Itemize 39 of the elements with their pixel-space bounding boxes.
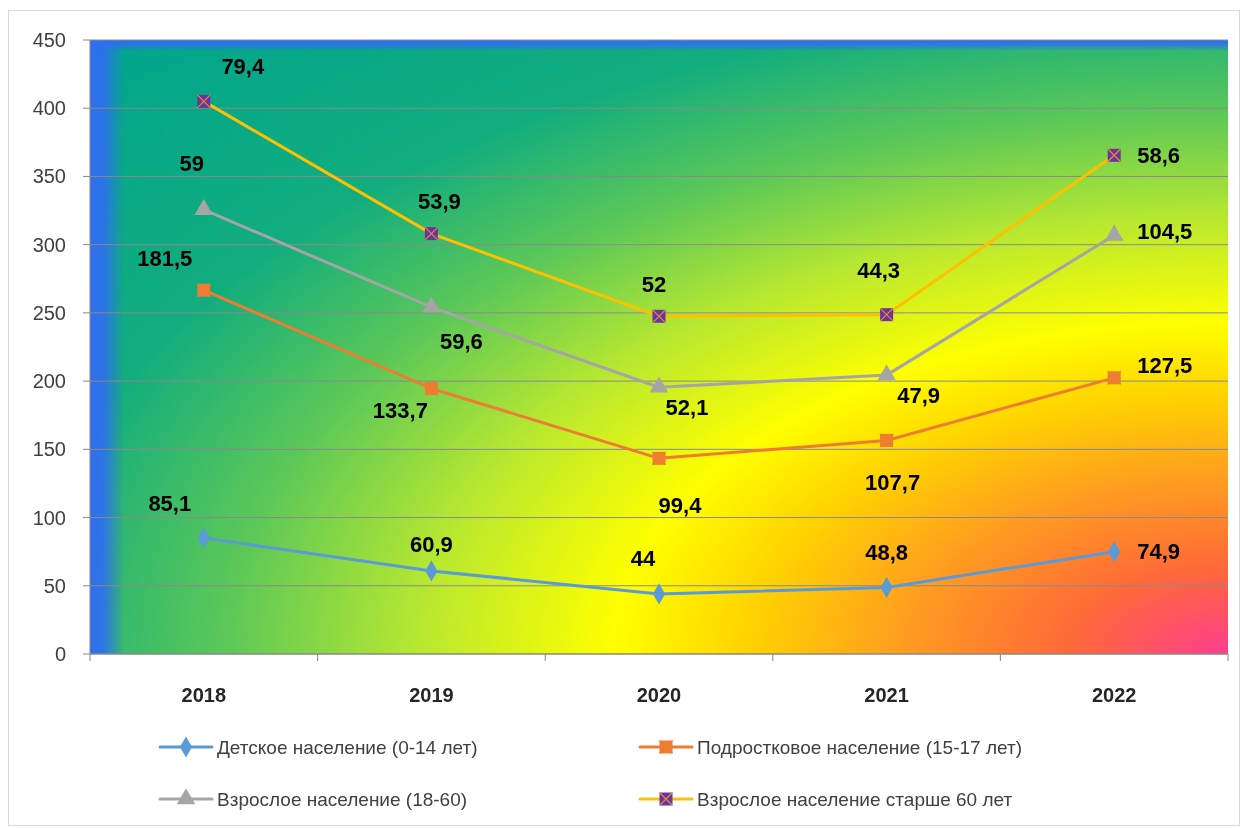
legend-label: Взрослое население старше 60 лет (697, 788, 1013, 810)
annotation: 48,8 (865, 539, 909, 565)
x-tick-label: 2019 (409, 684, 454, 706)
annotation: 79,4 (221, 53, 265, 79)
x-tick-label: 2020 (636, 684, 682, 706)
annotation: 107,7 (865, 469, 921, 495)
y-tick-label: 450 (32, 29, 66, 51)
annotation: 59,6 (439, 328, 483, 354)
y-tick-label: 400 (32, 97, 66, 120)
annotation: 59 (179, 151, 205, 177)
y-tick-label: 300 (32, 233, 66, 256)
annotation: 181,5 (137, 245, 193, 271)
x-tick-label: 2022 (1091, 684, 1137, 706)
annotation: 53,9 (417, 189, 461, 215)
annotation: 104,5 (1137, 218, 1193, 244)
y-tick-label: 0 (54, 643, 66, 665)
annotation: 58,6 (1137, 142, 1181, 168)
annotation: 47,9 (897, 382, 941, 408)
legend-label: Детское население (0-14 лет) (217, 736, 478, 758)
y-tick-label: 200 (32, 370, 66, 393)
annotation: 52,1 (665, 394, 709, 420)
annotation: 60,9 (409, 532, 453, 558)
annotation: 44,3 (857, 258, 901, 284)
annotation: 85,1 (148, 491, 192, 517)
legend-label: Подростковое население (15-17 лет) (697, 736, 1022, 758)
x-tick-label: 2018 (181, 684, 227, 706)
annotation: 99,4 (658, 492, 703, 518)
y-tick-label: 150 (32, 438, 66, 461)
annotation: 74,9 (1137, 539, 1181, 565)
annotation: 44 (630, 546, 656, 572)
annotation: 52 (641, 271, 667, 297)
legend-label: Взрослое население (18-60) (217, 788, 468, 810)
annotation: 127,5 (1137, 353, 1193, 379)
y-tick-label: 50 (43, 574, 66, 597)
annotation: 133,7 (372, 397, 428, 423)
y-tick-label: 350 (32, 165, 66, 188)
y-tick-label: 250 (32, 301, 66, 324)
y-tick-label: 100 (32, 506, 66, 529)
x-tick-label: 2021 (864, 684, 909, 706)
